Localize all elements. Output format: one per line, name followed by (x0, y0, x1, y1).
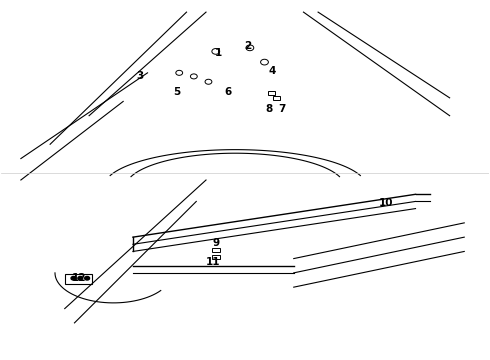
Circle shape (85, 276, 90, 280)
Text: 10: 10 (379, 198, 393, 208)
Text: 7: 7 (278, 104, 285, 113)
Text: 2: 2 (244, 41, 251, 51)
Circle shape (71, 276, 76, 280)
Text: 12: 12 (72, 273, 87, 283)
Bar (212, 255, 220, 259)
Bar (212, 248, 220, 252)
Text: 9: 9 (212, 238, 220, 248)
Text: 5: 5 (173, 87, 180, 98)
Text: 8: 8 (266, 104, 273, 113)
Text: 11: 11 (206, 257, 220, 267)
Bar (273, 96, 280, 100)
Text: 1: 1 (215, 48, 222, 58)
Circle shape (78, 276, 83, 280)
Bar (269, 91, 275, 95)
Text: 6: 6 (224, 87, 232, 98)
Text: 3: 3 (137, 71, 144, 81)
Bar (65, 274, 92, 284)
Text: 4: 4 (268, 66, 275, 76)
